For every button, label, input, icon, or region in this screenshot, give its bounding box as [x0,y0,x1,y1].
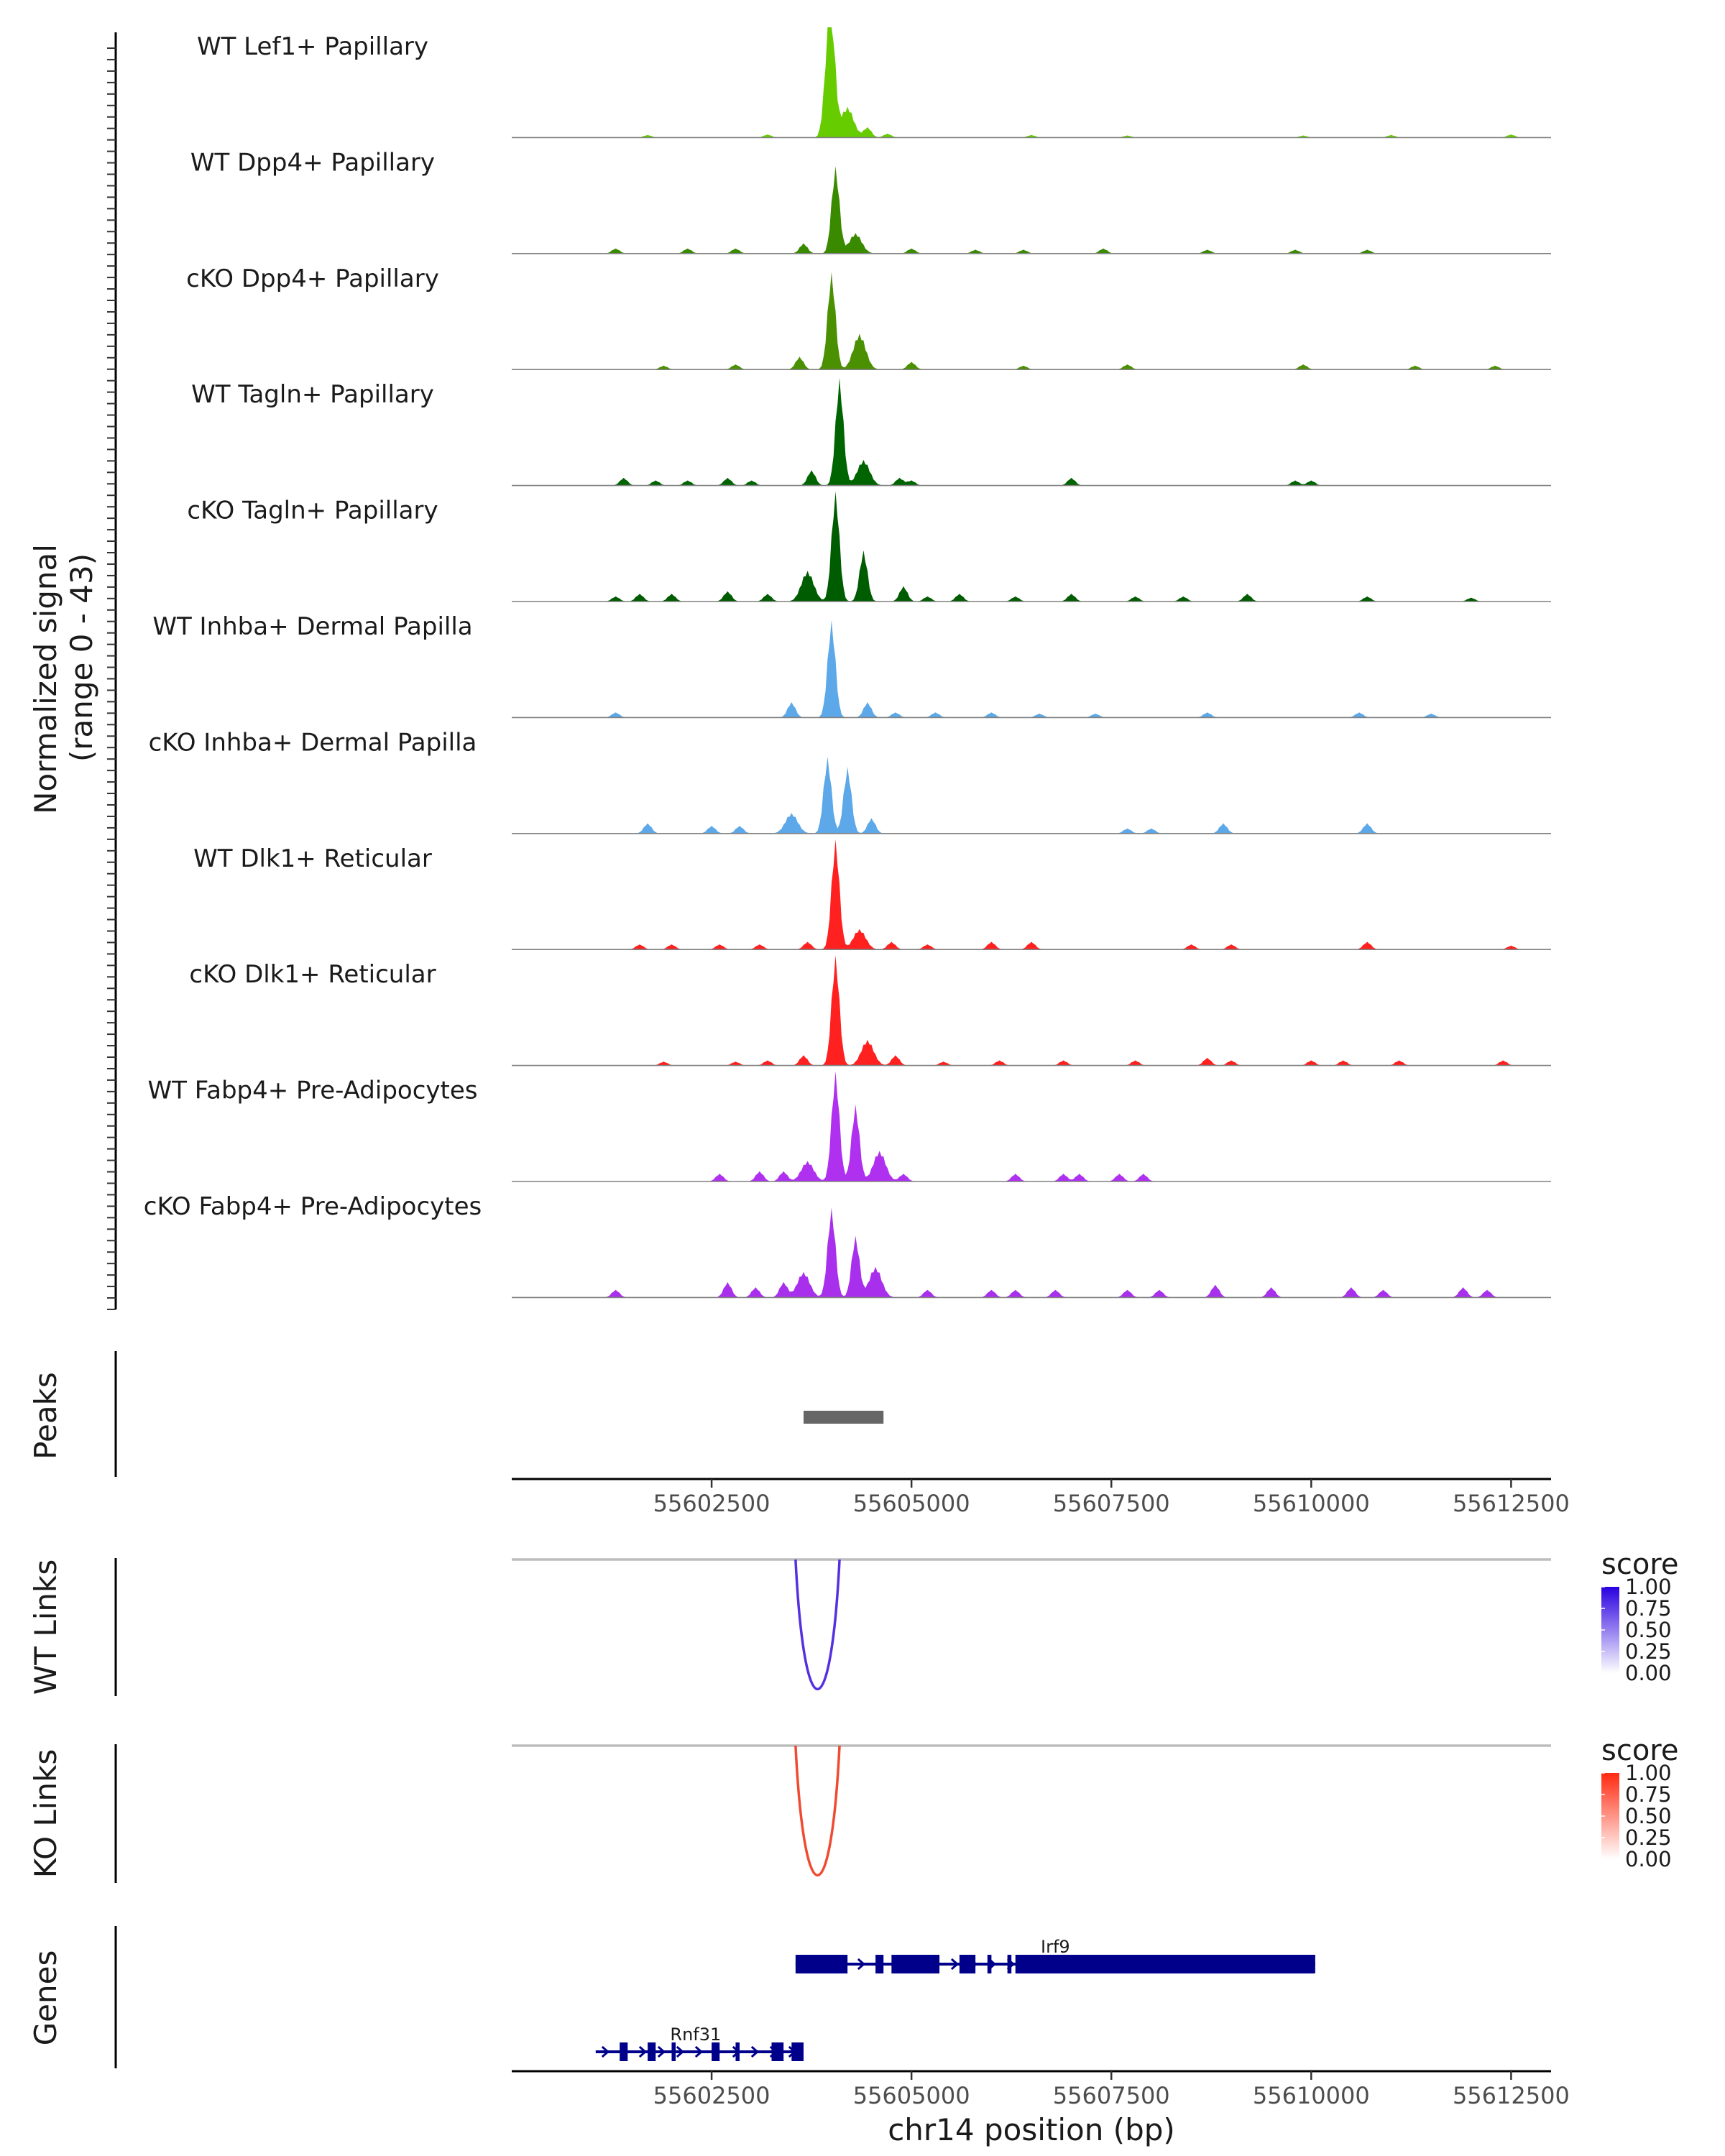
legend-tick-label-0: 1.00 [1625,1575,1672,1599]
coverage-area-track-5 [512,619,1551,718]
coverage-track-label-2: cKO Dpp4+ Papillary [186,264,439,293]
gene-exon-1-2 [671,2042,676,2061]
gene-exon-1-4 [735,2042,740,2061]
x-axis-top: 55602500 55605000 55607500 55610000 55612500 [512,1478,1570,1517]
coverage-track-label-5: WT Inhba+ Dermal Papilla [152,612,472,641]
legend-tick-label-1: 0.25 [1625,1825,1672,1850]
coverage-track-label-8: cKO Dlk1+ Reticular [189,960,436,989]
coverage-panel: WT Lef1+ Papillary WT Dpp4+ Papillary cKO … [144,27,1551,1299]
legend-tick-label-1: 0.00 [1625,1847,1672,1871]
coverage-area-track-0 [512,27,1551,138]
coverage-area-track-8 [512,955,1551,1066]
coverage-area-track-4 [512,491,1551,602]
gene-label-0: Irf9 [1041,1937,1070,1957]
coverage-track-label-7: WT Dlk1+ Reticular [193,844,432,873]
gene-exon-0-3 [959,1955,976,1973]
gene-strand-arrow [657,2045,666,2058]
coverage-track-label-0: WT Lef1+ Papillary [197,32,428,61]
x-axis-title: chr14 position (bp) [888,2112,1175,2147]
legend-tick-label-0: 0.25 [1625,1639,1672,1664]
coverage-track-label-6: cKO Inhba+ Dermal Papilla [149,728,477,757]
link-arc-1 [794,1745,841,1876]
gene-exon-0-2 [891,1955,940,1973]
legend-title-1: score [1601,1734,1678,1767]
gene-exon-1-5 [771,2042,784,2061]
x-axis-top-tick-label: 55612500 [1453,1490,1570,1517]
genes-track-label: Genes [28,1950,63,2046]
gene-strand-arrow [601,2045,610,2058]
gene-strand-arrow [638,2045,648,2058]
coverage-area-track-2 [512,272,1551,370]
coverage-area-track-6 [512,756,1551,834]
coverage-y-title-line2: (range 0 - 43) [64,553,99,762]
x-axis-bottom-tick-label: 55610000 [1253,2082,1370,2109]
peaks-track [803,1411,884,1424]
links-track-label-0: WT Links [28,1560,63,1695]
gene-exon-0-4 [987,1955,992,1973]
x-axis-top-tick-label: 55610000 [1253,1490,1370,1517]
legend-tick-label-0: 0.50 [1625,1618,1672,1642]
coverage-y-title-line1: Normalized signal [28,544,63,814]
gene-strand-arrow [950,1958,960,1971]
coverage-y-axis [107,32,117,1310]
legend-tick-label-1: 1.00 [1625,1761,1672,1785]
x-axis-bottom-tick-label: 55605000 [853,2082,970,2109]
gene-exon-0-5 [1007,1955,1012,1973]
gene-exon-1-0 [620,2042,628,2061]
gene-exon-1-1 [648,2042,656,2061]
coverage-area-track-9 [512,1071,1551,1181]
gene-label-1: Rnf31 [670,2024,721,2045]
gene-exon-1-3 [712,2042,720,2061]
gene-strand-arrow [676,2045,685,2058]
link-arc-0 [794,1559,841,1690]
legend-tick-label-0: 0.00 [1625,1661,1672,1685]
peaks-track-label: Peaks [28,1372,63,1460]
gene-exon-0-6 [1015,1955,1315,1973]
coverage-track-label-3: WT Tagln+ Papillary [191,380,434,409]
x-axis-bottom-tick-label: 55602500 [653,2082,770,2109]
coverage-track-label-10: cKO Fabp4+ Pre-Adipocytes [144,1192,482,1221]
x-axis-top-tick-label: 55605000 [853,1490,970,1517]
links-track-label-1: KO Links [28,1749,63,1879]
gene-exon-0-1 [875,1955,884,1973]
legend-tick-label-0: 0.75 [1625,1596,1672,1621]
coverage-area-track-7 [512,839,1551,950]
coverage-area-track-1 [512,166,1551,254]
genes-track: Irf9 Rnf31 [595,1937,1315,2061]
coverage-track-label-9: WT Fabp4+ Pre-Adipocytes [148,1077,478,1105]
coverage-area-track-3 [512,377,1551,486]
gene-exon-1-6 [791,2042,804,2061]
coverage-track-label-1: WT Dpp4+ Papillary [190,148,435,177]
gene-exon-0-0 [795,1955,848,1973]
legend-title-0: score [1601,1548,1678,1581]
x-axis-top-tick-label: 55602500 [653,1490,770,1517]
x-axis-top-tick-label: 55607500 [1053,1490,1170,1517]
gene-strand-arrow [750,2045,760,2058]
x-axis-bottom-tick-label: 55607500 [1053,2082,1170,2109]
legend-tick-label-1: 0.50 [1625,1804,1672,1828]
coverage-track-label-4: cKO Tagln+ Papillary [187,497,438,525]
peak-region-0 [803,1411,884,1424]
x-axis-bottom: 55602500 55605000 55607500 55610000 55612500 [512,2070,1570,2109]
coverage-area-track-10 [512,1207,1551,1298]
x-axis-bottom-tick-label: 55612500 [1453,2082,1570,2109]
legend-tick-label-1: 0.75 [1625,1782,1672,1807]
gene-strand-arrow [694,2045,704,2058]
gene-strand-arrow [857,1958,866,1971]
